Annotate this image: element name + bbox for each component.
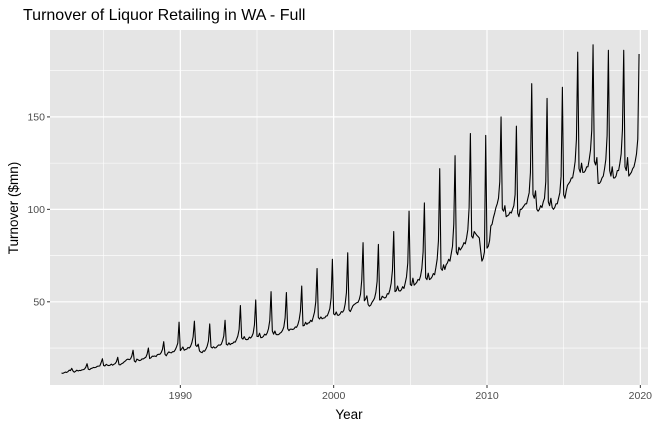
x-tick-label: 2010 bbox=[475, 390, 499, 402]
x-axis-title: Year bbox=[335, 407, 363, 422]
y-tick-label: 150 bbox=[27, 111, 45, 123]
series-line bbox=[61, 44, 640, 374]
x-tick-label: 2000 bbox=[322, 390, 346, 402]
chart-title: Turnover of Liquor Retailing in WA - Ful… bbox=[23, 7, 305, 24]
y-axis-title: Turnover ($mn) bbox=[6, 162, 21, 255]
y-tick-label: 50 bbox=[33, 296, 45, 308]
y-tick-label: 100 bbox=[27, 204, 45, 216]
x-tick-label: 1990 bbox=[169, 390, 193, 402]
tick-labels: 1990 2000 2010 2020 50 100 150 bbox=[27, 111, 652, 402]
axis-ticks bbox=[47, 116, 641, 388]
plot-panel bbox=[50, 30, 648, 385]
x-tick-label: 2020 bbox=[629, 390, 653, 402]
